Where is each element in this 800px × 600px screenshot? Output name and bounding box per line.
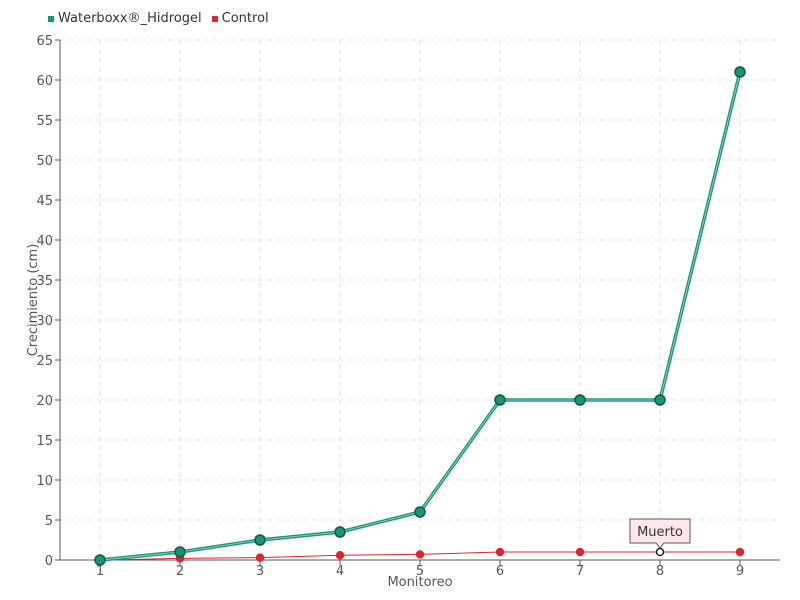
x-tick-label-7: 7 xyxy=(576,564,584,579)
x-axis-title: Monitoreo xyxy=(387,575,452,590)
x-tick-label-2: 2 xyxy=(176,564,184,579)
y-tick-label-50: 50 xyxy=(36,154,53,169)
x-tick-label-4: 4 xyxy=(336,564,344,579)
legend-item-control[interactable]: Control xyxy=(211,11,269,26)
legend-swatch-waterboxx xyxy=(48,15,54,22)
legend-swatch-control xyxy=(211,15,218,22)
y-axis-title: Crecimiento (cm) xyxy=(26,244,41,357)
data-point-waterboxx-3[interactable] xyxy=(254,534,266,546)
legend-item-waterboxx[interactable]: Waterboxx®_Hidrogel xyxy=(48,11,202,26)
y-tick-label-0: 0 xyxy=(45,554,53,569)
y-tick-label-30: 30 xyxy=(36,314,53,329)
data-point-waterboxx-6[interactable] xyxy=(494,394,506,406)
y-tick-label-25: 25 xyxy=(36,354,53,369)
x-tick-label-6: 6 xyxy=(496,564,504,579)
data-point-control-4[interactable] xyxy=(335,550,345,560)
data-point-waterboxx-8[interactable] xyxy=(654,394,666,406)
series-line-waterboxx xyxy=(99,71,742,562)
data-point-control-5[interactable] xyxy=(415,550,425,559)
y-tick-label-55: 55 xyxy=(36,114,53,129)
series-line-highlight-waterboxx xyxy=(99,71,741,561)
y-tick-label-60: 60 xyxy=(36,74,53,89)
x-tick-label-3: 3 xyxy=(256,564,264,579)
y-tick-label-40: 40 xyxy=(36,234,53,249)
y-tick-label-45: 45 xyxy=(36,194,53,209)
y-tick-label-5: 5 xyxy=(45,514,53,529)
data-point-waterboxx-9[interactable] xyxy=(734,66,746,78)
legend: Waterboxx®_Hidrogel Control xyxy=(48,11,269,26)
axes xyxy=(55,39,780,565)
data-point-control-3[interactable] xyxy=(255,553,265,562)
y-tick-label-20: 20 xyxy=(36,394,53,409)
x-tick-label-8: 8 xyxy=(656,564,664,579)
data-point-waterboxx-7[interactable] xyxy=(574,394,586,406)
data-point-waterboxx-1[interactable] xyxy=(94,554,106,566)
data-point-control-7[interactable] xyxy=(575,547,585,557)
y-tick-label-10: 10 xyxy=(36,474,53,489)
annotation-layer: Muerto xyxy=(629,518,691,549)
x-tick-label-5: 5 xyxy=(416,564,424,579)
data-point-waterboxx-5[interactable] xyxy=(414,506,426,518)
data-point-control-6[interactable] xyxy=(495,547,505,557)
annotation-tooltip-0 xyxy=(629,518,691,549)
y-tick-label-65: 65 xyxy=(36,34,53,49)
data-point-control-8[interactable] xyxy=(655,547,665,557)
data-point-control-9[interactable] xyxy=(735,547,745,557)
legend-label-waterboxx: Waterboxx®_Hidrogel xyxy=(58,11,202,26)
x-tick-label-1: 1 xyxy=(96,564,104,579)
data-point-waterboxx-4[interactable] xyxy=(334,526,346,538)
y-tick-label-35: 35 xyxy=(36,274,53,289)
x-tick-label-9: 9 xyxy=(736,564,744,579)
annotation-text-0: Muerto xyxy=(637,525,683,540)
series-layer xyxy=(94,66,746,566)
legend-label-control: Control xyxy=(221,11,269,26)
grid-lines xyxy=(60,39,780,560)
data-point-waterboxx-2[interactable] xyxy=(174,546,186,558)
y-tick-label-15: 15 xyxy=(36,434,53,449)
